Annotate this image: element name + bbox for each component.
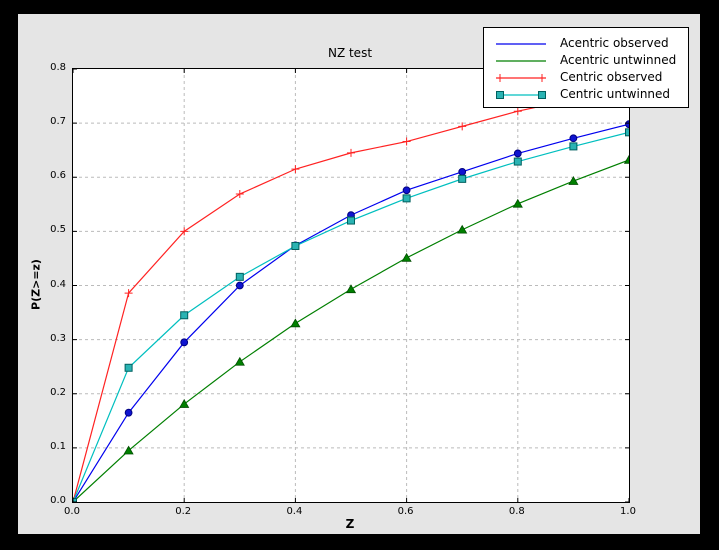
series-line-acentric-observed [73,123,629,502]
y-tick-label-0.4: 0.4 [50,278,66,290]
plot-area [72,68,630,503]
legend-item-acentric-observed: Acentric observed [490,34,680,51]
legend-swatch-acentric-untwinned [490,53,552,67]
triangle-swatch-icon [496,59,546,62]
x-tick-label-0.0: 0.0 [64,506,80,517]
legend-item-centric-untwinned: Centric untwinned [490,85,680,102]
legend-swatch-centric-observed [490,70,552,84]
x-tick-label-1.0: 1.0 [620,506,636,517]
x-tick-label-0.2: 0.2 [175,506,192,517]
y-tick-label-0.2: 0.2 [50,386,66,398]
y-tick-label-0.8: 0.8 [50,62,66,73]
legend-item-centric-observed: Centric observed [490,68,680,85]
legend-label: Acentric observed [560,35,669,50]
x-tick-label-0.4: 0.4 [286,506,303,517]
square-swatch-icon [496,90,546,99]
chart-svg [73,69,629,502]
y-tick-label-0.7: 0.7 [50,116,66,128]
y-tick-label-0.3: 0.3 [50,332,66,344]
legend-item-acentric-untwinned: Acentric untwinned [490,51,680,68]
x-tick-label-0.8: 0.8 [508,506,525,517]
legend-swatch-centric-untwinned [490,87,552,101]
gridlines [73,69,629,502]
series-markers-acentric-observed [73,120,629,502]
series-markers-centric-untwinned [73,128,629,502]
figure-background: NZ test 0.0 0.2 0.4 0.6 0.8 1.0 0.0 0.1 0.2 0.3 0… [18,14,700,534]
circle-swatch-icon [496,42,546,45]
y-tick-label-0.6: 0.6 [50,170,66,182]
x-axis-label: Z [345,517,355,531]
chart-title: NZ test [327,46,373,60]
legend-label: Centric observed [560,69,663,84]
legend-label: Acentric untwinned [560,52,677,67]
series-markers-centric-observed [73,85,629,502]
tick-marks [73,69,629,502]
y-axis-label: P(Z>=z) [29,259,43,310]
series-markers-acentric-untwinned [73,154,629,502]
y-tick-label-0.1: 0.1 [50,440,66,452]
legend: Acentric observed Acentric untwinned Cen… [483,27,689,108]
plus-swatch-icon [496,73,546,82]
y-tick-label-0.0: 0.0 [50,495,66,506]
legend-label: Centric untwinned [560,86,671,101]
legend-swatch-acentric-observed [490,36,552,50]
series-line-centric-untwinned [73,131,629,502]
x-tick-label-0.6: 0.6 [397,506,414,517]
y-tick-label-0.5: 0.5 [50,224,66,236]
